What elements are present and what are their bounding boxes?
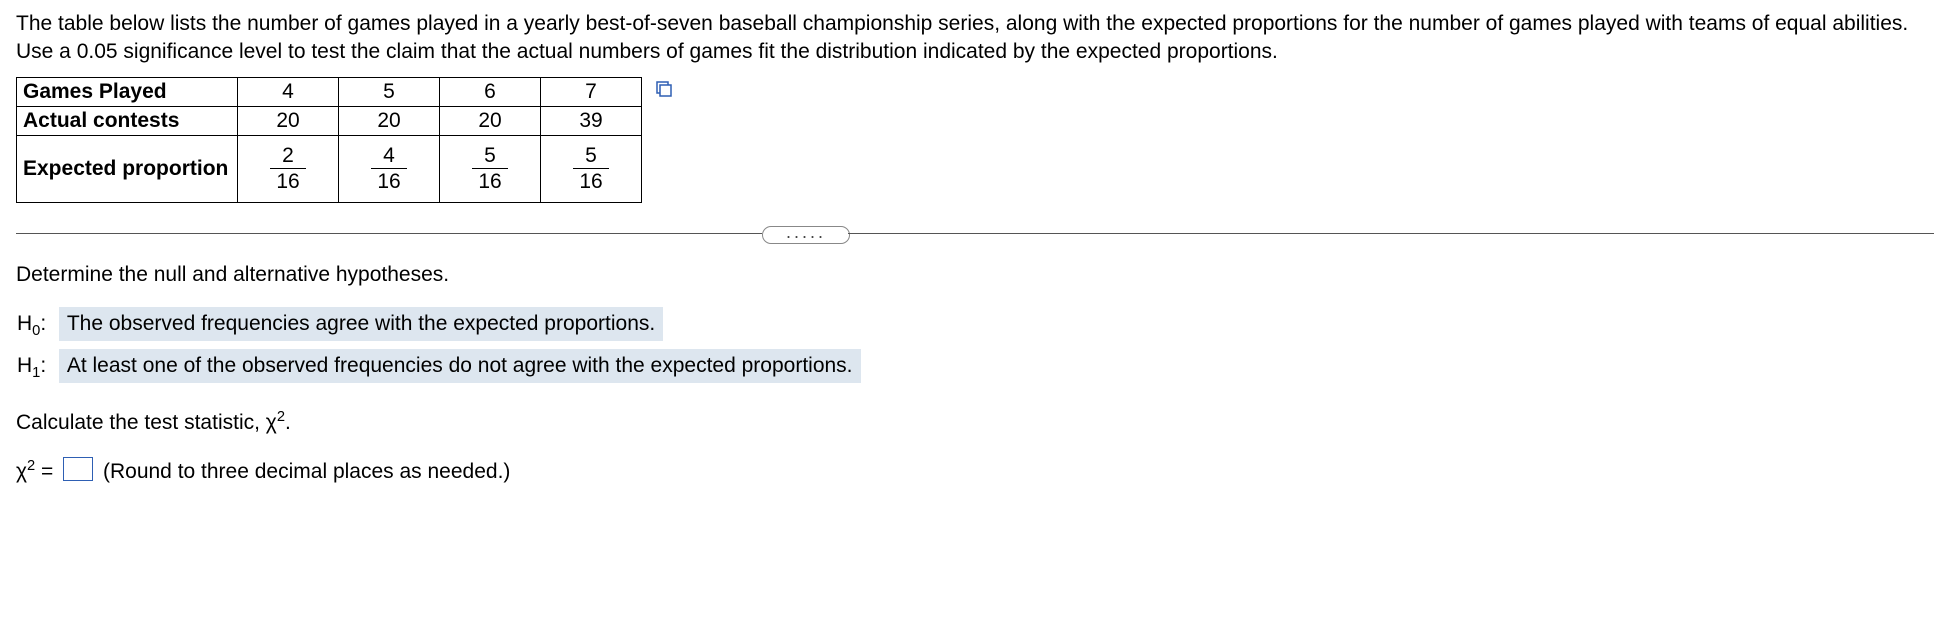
cell-expected-6: 5 16 — [440, 135, 541, 202]
h0-label: H0: — [16, 312, 53, 339]
test-statistic-prompt: Calculate the test statistic, χ2. — [16, 409, 1934, 435]
fraction: 4 16 — [371, 145, 406, 192]
table-row: Expected proportion 2 16 4 16 5 — [17, 135, 642, 202]
cell-expected-4: 2 16 — [238, 135, 339, 202]
problem-statement: The table below lists the number of game… — [16, 10, 1934, 67]
cell-games-5: 5 — [339, 77, 440, 106]
row-header-actual: Actual contests — [17, 106, 238, 135]
cell-games-4: 4 — [238, 77, 339, 106]
cell-actual-5: 20 — [339, 106, 440, 135]
equals-sign: = — [35, 460, 59, 483]
row-header-games-played: Games Played — [17, 77, 238, 106]
fraction: 5 16 — [573, 145, 608, 192]
cell-actual-7: 39 — [541, 106, 642, 135]
cell-expected-7: 5 16 — [541, 135, 642, 202]
test-statistic-answer-row: χ2 = (Round to three decimal places as n… — [16, 457, 1934, 484]
table-container: Games Played 4 5 6 7 Actual contests 20 … — [16, 77, 1934, 203]
fraction-numerator: 5 — [573, 145, 608, 168]
section-divider: ..... — [16, 223, 1934, 245]
hypotheses-prompt: Determine the null and alternative hypot… — [16, 263, 1934, 287]
h0-row: H0: The observed frequencies agree with … — [16, 307, 1934, 341]
cell-actual-6: 20 — [440, 106, 541, 135]
copy-table-icon[interactable] — [656, 81, 672, 97]
fraction-denominator: 16 — [472, 168, 507, 192]
cell-games-6: 6 — [440, 77, 541, 106]
chi-squared-input[interactable] — [63, 457, 93, 481]
fraction-numerator: 5 — [472, 145, 507, 168]
row-header-expected: Expected proportion — [17, 135, 238, 202]
fraction: 2 16 — [270, 145, 305, 192]
cell-expected-5: 4 16 — [339, 135, 440, 202]
h1-row: H1: At least one of the observed frequen… — [16, 349, 1934, 383]
h1-dropdown[interactable]: At least one of the observed frequencies… — [59, 349, 861, 383]
rounding-hint: (Round to three decimal places as needed… — [103, 460, 510, 483]
expand-collapse-button[interactable]: ..... — [762, 226, 850, 244]
fraction-denominator: 16 — [573, 168, 608, 192]
h1-label: H1: — [16, 354, 53, 381]
fraction: 5 16 — [472, 145, 507, 192]
divider-line — [16, 233, 762, 234]
fraction-denominator: 16 — [270, 168, 305, 192]
data-table: Games Played 4 5 6 7 Actual contests 20 … — [16, 77, 642, 203]
cell-games-7: 7 — [541, 77, 642, 106]
h0-dropdown[interactable]: The observed frequencies agree with the … — [59, 307, 663, 341]
fraction-numerator: 4 — [371, 145, 406, 168]
table-row: Actual contests 20 20 20 39 — [17, 106, 642, 135]
divider-line — [848, 233, 1934, 234]
cell-actual-4: 20 — [238, 106, 339, 135]
chi-squared-symbol: χ2 — [16, 460, 35, 483]
table-row: Games Played 4 5 6 7 — [17, 77, 642, 106]
fraction-numerator: 2 — [270, 145, 305, 168]
fraction-denominator: 16 — [371, 168, 406, 192]
